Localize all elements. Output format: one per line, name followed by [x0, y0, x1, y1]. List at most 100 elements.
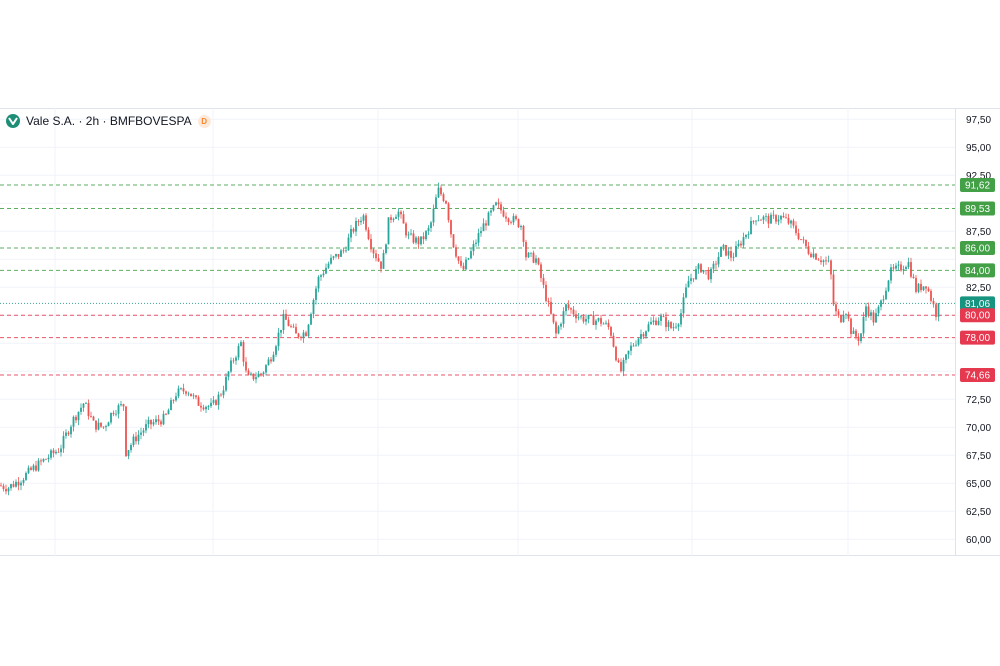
candle-body: [280, 330, 282, 333]
candle-body: [907, 262, 910, 268]
candle-body: [857, 336, 860, 341]
candle-body: [397, 211, 400, 217]
candle-body: [657, 320, 660, 325]
candle-body: [435, 197, 437, 209]
candle-body: [260, 373, 262, 375]
candle-body: [507, 218, 510, 222]
candle-body: [437, 187, 440, 198]
candle-body: [597, 318, 600, 321]
symbol-legend[interactable]: Vale S.A. · 2h · BMFBOVESPA D: [6, 114, 211, 128]
candle-body: [0, 485, 2, 487]
candle-body: [365, 215, 367, 230]
y-tick-label: 82,50: [966, 283, 991, 294]
candle-body: [477, 233, 480, 243]
candle-body: [390, 217, 392, 220]
candle-body: [37, 460, 40, 471]
candle-body: [17, 481, 20, 486]
candle-body: [187, 393, 190, 395]
candle-body: [405, 223, 407, 236]
candle-body: [152, 422, 155, 425]
candle-body: [32, 465, 35, 470]
candle-body: [910, 262, 912, 277]
candle-body: [500, 204, 502, 211]
candle-body: [322, 273, 325, 276]
candle-body: [927, 288, 930, 291]
price-level-label: 81,06: [965, 299, 990, 310]
candle-body: [640, 334, 642, 339]
price-level-badge: [960, 296, 995, 311]
chart-frame[interactable]: 97,50 95,00 92,50 87,50 82,50 80,00 72,50 70,00…: [0, 108, 1000, 556]
price-level-label: 74,66: [965, 371, 990, 382]
price-level-badge: [960, 178, 995, 193]
candle-body: [62, 435, 65, 449]
candle-body: [792, 220, 795, 226]
candle-body: [557, 326, 560, 334]
candle-body: [607, 322, 610, 328]
candle-body: [240, 342, 242, 347]
candle-body: [867, 306, 870, 316]
candle-body: [97, 422, 100, 430]
candle-body: [230, 360, 232, 372]
candle-body: [147, 419, 150, 425]
candle-body: [265, 365, 267, 373]
candle-body: [805, 239, 807, 247]
candle-body: [692, 278, 695, 280]
candle-body: [357, 220, 360, 223]
candle-body: [340, 250, 342, 257]
candle-body: [895, 265, 897, 269]
price-chart[interactable]: 97,50 95,00 92,50 87,50 82,50 80,00 72,50 70,00…: [0, 108, 1000, 556]
candle-body: [497, 202, 500, 205]
candle-body: [590, 314, 592, 316]
candle-body: [392, 218, 395, 220]
candle-body: [937, 303, 940, 317]
candle-body: [572, 309, 575, 315]
candle-body: [427, 227, 430, 232]
candle-body: [492, 205, 495, 211]
candle-body: [270, 359, 272, 362]
candle-body: [370, 239, 372, 250]
candle-body: [297, 333, 300, 338]
candle-body: [635, 344, 637, 346]
candle-body: [47, 457, 50, 460]
candle-body: [460, 260, 462, 266]
candle-body: [210, 402, 212, 407]
candle-body: [812, 253, 815, 258]
price-level-badge: [960, 368, 995, 383]
candle-body: [527, 252, 530, 258]
candle-body: [250, 373, 252, 375]
candle-body: [42, 458, 45, 462]
candle-body: [625, 354, 627, 360]
candle-body: [15, 481, 17, 487]
candle-body: [825, 260, 827, 262]
candle-body: [740, 243, 742, 246]
candle-body: [330, 257, 332, 264]
price-level-label: 89,53: [965, 204, 990, 215]
candle-body: [735, 246, 737, 257]
candle-body: [770, 214, 772, 224]
candle-body: [517, 219, 520, 228]
candle-body: [767, 215, 770, 224]
candle-body: [447, 203, 450, 221]
candle-body: [707, 270, 710, 280]
candle-body: [487, 212, 490, 226]
candle-body: [502, 210, 505, 217]
candle-body: [870, 312, 872, 316]
candle-body: [282, 313, 285, 331]
candle-body: [220, 394, 222, 396]
candle-body: [395, 216, 397, 219]
candle-body: [932, 300, 935, 305]
candle-body: [550, 301, 552, 314]
candle-body: [757, 219, 760, 221]
y-tick-label: 95,00: [966, 143, 991, 154]
candle-body: [490, 210, 492, 213]
candle-body: [575, 314, 577, 319]
candle-body: [372, 249, 375, 254]
candle-body: [612, 335, 615, 347]
price-level-label: 86,00: [965, 244, 990, 255]
candle-body: [5, 489, 7, 492]
candle-body: [122, 404, 125, 407]
candle-body: [212, 400, 215, 403]
candle-body: [720, 246, 722, 257]
candle-body: [552, 313, 555, 323]
candle-body: [742, 237, 745, 246]
